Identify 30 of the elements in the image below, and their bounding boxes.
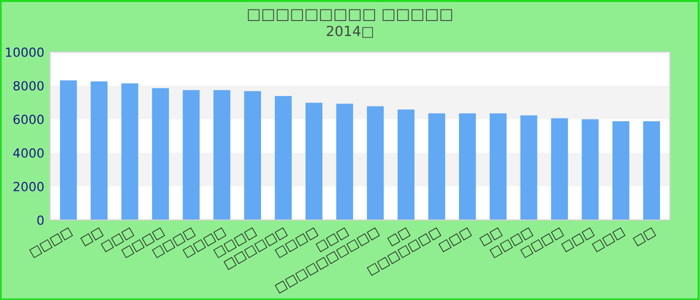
y-tick-label: 4000 (13, 148, 44, 158)
bar (90, 81, 108, 220)
y-tick-label: 10000 (6, 47, 44, 57)
bar (398, 109, 414, 220)
bar (274, 96, 292, 220)
bar (428, 113, 446, 220)
bar (551, 118, 568, 220)
bar (612, 121, 630, 220)
y-tick-label: 6000 (14, 114, 44, 124)
y-tick-label: 8000 (13, 81, 44, 91)
bar (60, 80, 77, 220)
bar (366, 106, 384, 220)
x-tick-label: □□ (632, 227, 656, 246)
chart-subtitle: 2014□ (326, 26, 373, 38)
bar (244, 91, 262, 220)
bar (121, 83, 138, 220)
bar (306, 102, 322, 220)
bar (213, 90, 230, 220)
bar (152, 88, 169, 220)
bar (643, 121, 660, 220)
x-tick-label: □□ (80, 227, 104, 246)
y-tick-label: 2000 (14, 182, 44, 192)
y-tick-label: 0 (37, 215, 44, 225)
bar (520, 115, 538, 220)
chart-title: □□□□□□□□□ □□□□□ (248, 9, 452, 21)
bar (336, 104, 354, 220)
bar (490, 113, 507, 220)
bar (582, 119, 599, 220)
bar (182, 90, 200, 220)
bar (458, 113, 476, 220)
